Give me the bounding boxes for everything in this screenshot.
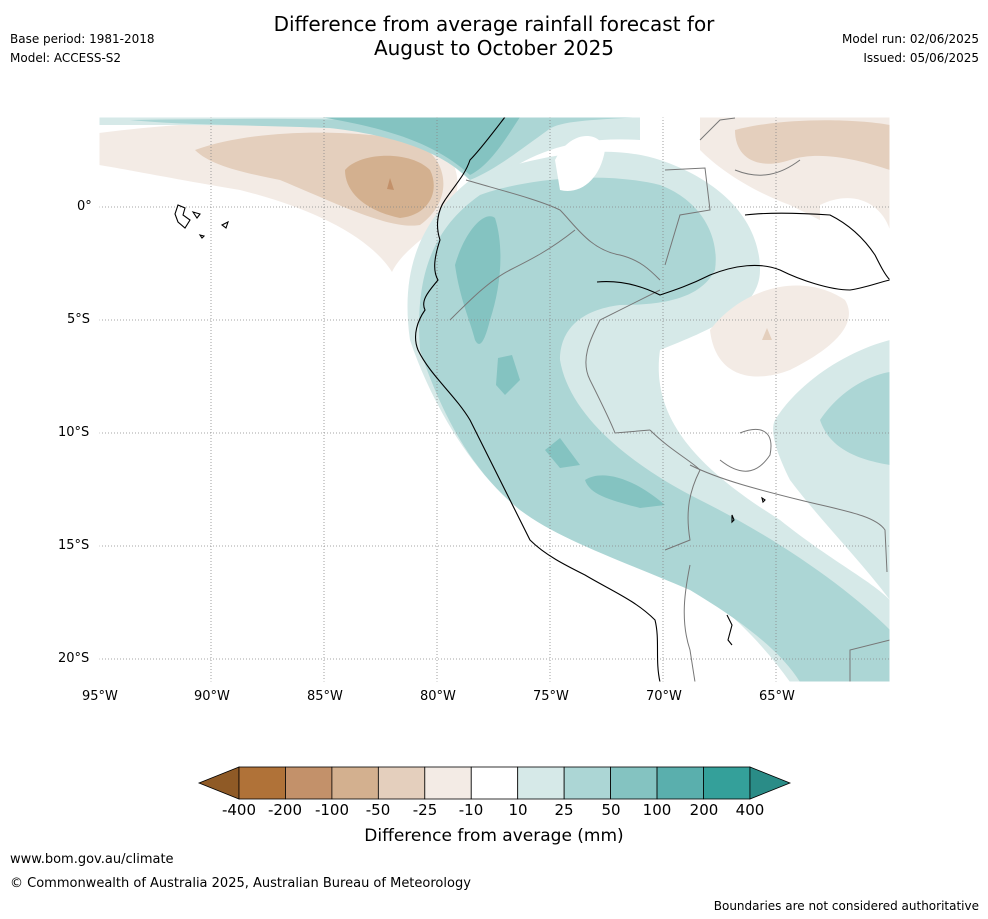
colorbar-swatch (377, 766, 426, 800)
colorbar-swatch (285, 766, 333, 800)
title-line-1: Difference from average rainfall forecas… (273, 12, 715, 36)
disclaimer-text: Boundaries are not considered authoritat… (713, 899, 979, 913)
colorbar-swatch (470, 766, 519, 800)
cbar-tick: 100 (642, 801, 672, 819)
cbar-tick: -50 (365, 801, 391, 819)
colorbar-label: Difference from average (mm) (364, 826, 624, 846)
issued-label: Issued: 05/06/2025 (863, 51, 979, 65)
cbar-tick: -400 (221, 801, 257, 819)
x-tick-85w: 85°W (307, 689, 343, 704)
x-tick-80w: 80°W (420, 689, 456, 704)
x-tick-90w: 90°W (194, 689, 230, 704)
title-line-2: August to October 2025 (373, 36, 615, 60)
x-tick-70w: 70°W (646, 689, 682, 704)
colorbar (197, 766, 792, 800)
colorbar-arrow-high (749, 766, 792, 800)
colorbar-swatch (610, 766, 658, 800)
cbar-tick: -200 (267, 801, 303, 819)
y-tick-20s: 20°S (58, 651, 90, 666)
contour-fields (99, 117, 890, 682)
y-tick-10s: 10°S (58, 425, 90, 440)
model-label: Model: ACCESS-S2 (10, 51, 122, 65)
colorbar-arrow-low (197, 766, 240, 800)
cbar-tick: 50 (601, 801, 621, 819)
base-period-label: Base period: 1981-2018 (10, 32, 155, 46)
colorbar-swatch (331, 766, 379, 800)
colorbar-swatch (703, 766, 751, 800)
cbar-tick: 400 (735, 801, 765, 819)
cbar-tick: -100 (314, 801, 350, 819)
cbar-tick: -25 (412, 801, 438, 819)
cbar-tick: 25 (554, 801, 574, 819)
y-tick-0: 0° (77, 199, 92, 214)
x-tick-75w: 75°W (533, 689, 569, 704)
colorbar-swatch (238, 766, 286, 800)
colorbar-swatch (517, 766, 565, 800)
y-tick-15s: 15°S (58, 538, 90, 553)
cbar-tick: -10 (458, 801, 484, 819)
model-run-label: Model run: 02/06/2025 (841, 32, 979, 46)
country-borders (449, 117, 891, 683)
colorbar-swatch (424, 766, 472, 800)
x-tick-95w: 95°W (82, 689, 118, 704)
colorbar-swatch (563, 766, 612, 800)
page-title: Difference from average rainfall forecas… (0, 12, 988, 60)
source-url[interactable]: www.bom.gov.au/climate (10, 852, 174, 867)
map-frame (98, 116, 891, 683)
x-tick-65w: 65°W (759, 689, 795, 704)
gridlines (99, 117, 890, 682)
cbar-tick: 10 (508, 801, 528, 819)
cbar-tick: 200 (689, 801, 719, 819)
copyright-text: © Commonwealth of Australia 2025, Austra… (10, 876, 471, 891)
y-tick-5s: 5°S (67, 312, 91, 327)
coastlines (174, 116, 891, 683)
colorbar-swatch (656, 766, 704, 800)
